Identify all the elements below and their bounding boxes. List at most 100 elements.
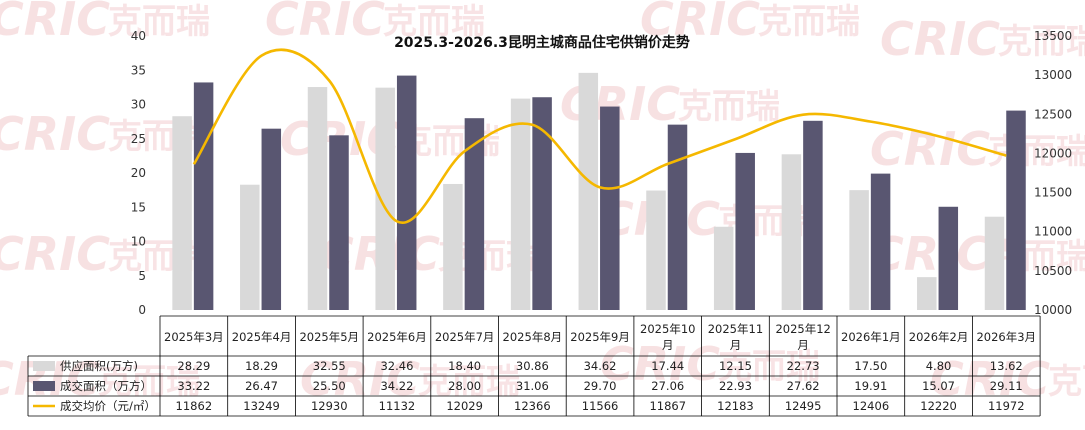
table-cell: 11862 [176,399,213,413]
bar [667,124,688,310]
watermark-logo: CRIC [640,0,760,46]
table-header-cell: 2025年4月 [232,330,292,344]
watermark-text: 克而瑞 [383,2,485,42]
bar [307,87,328,310]
bar [443,183,463,310]
table-cell: 11566 [582,399,619,413]
legend-label: 成交均价（元/㎡） [60,399,156,413]
bar [600,106,620,311]
table-cell: 12406 [853,399,890,413]
left-axis-tick-label: 30 [131,98,146,112]
table-cell: 17.50 [854,359,887,373]
table-cell: 29.70 [584,379,617,393]
table-cell: 12.15 [719,359,752,373]
legend-swatch [33,381,55,391]
left-axis-tick-label: 5 [138,269,146,283]
bar [713,226,734,310]
table-cell: 28.00 [448,379,481,393]
left-axis-tick-label: 20 [131,166,146,180]
table-cell: 17.44 [651,359,684,373]
table-header-cell: 2025年12 [775,322,830,336]
table-cell: 15.07 [922,379,955,393]
table-cell: 34.62 [584,359,617,373]
watermark-logo: CRIC [560,77,680,131]
bar [464,118,485,310]
bar [396,75,417,310]
watermark-text: 克而瑞 [678,87,780,127]
table-cell: 34.22 [380,379,413,393]
price-line [192,48,1007,225]
bar [532,97,552,310]
table-header-cell: 2025年7月 [435,330,495,344]
table-cell: 19.91 [854,379,887,393]
watermark-logo: CRIC [0,107,110,161]
table-cell: 12029 [446,399,483,413]
right-axis-tick-label: 10500 [1034,264,1072,278]
table-header-cell: 2026年3月 [976,330,1036,344]
table-cell: 25.50 [313,379,346,393]
table-header-cell: 月 [730,338,742,352]
table-header-cell: 2025年3月 [164,330,224,344]
data-table: 2025年3月 2025年4月 2025年5月 2025年6月 2025年7月 2025年… [27,315,1041,417]
table-cell: 33.22 [177,379,210,393]
watermark-logo: CRIC [265,0,385,46]
table-cell: 26.47 [245,379,278,393]
bar [1006,110,1026,310]
watermark-logo: CRIC [300,352,420,406]
table-header-cell: 月 [797,338,809,352]
watermark-text: 克而瑞 [758,2,860,42]
bar [578,72,599,310]
table-header-cell: 月 [662,338,674,352]
right-axis-tick-label: 11500 [1034,186,1072,200]
bar [375,87,395,310]
line-series [192,48,1007,225]
table-header-cell: 2025年6月 [367,330,427,344]
right-axis-tick-label: 11000 [1034,225,1072,239]
left-axis-tick-label: 40 [131,29,146,43]
bar-series [172,72,1026,311]
watermark-text: 克而瑞 [108,237,210,277]
watermark-text: 克而瑞 [108,2,210,42]
table-cell: 30.86 [516,359,549,373]
watermark-logo: CRIC [880,12,1000,66]
bar [193,82,214,311]
table-header-cell: 2025年11 [708,322,763,336]
table-header-cell: 2025年8月 [503,330,563,344]
watermark-logo: CRIC [600,337,720,391]
legend-label: 供应面积(万方) [60,359,138,373]
watermark-logo: CRIC [870,122,990,176]
bar [938,206,959,310]
table-cell: 29.11 [990,379,1023,393]
table-cell: 22.93 [719,379,752,393]
table-cell: 31.06 [516,379,549,393]
bar [329,135,349,310]
bar [803,120,823,310]
watermark-logo: CRIC [0,0,110,46]
left-axis-tick-label: 35 [131,63,146,77]
legend-label: 成交面积（万方） [60,379,152,393]
table-cell: 12183 [717,399,754,413]
chart-title: 2025.3-2026.3昆明主城商品住宅供销价走势 [394,34,690,51]
table-header-cell: 2026年2月 [909,330,969,344]
table-cell: 12930 [311,399,348,413]
table-cell: 18.40 [448,359,481,373]
bar [870,173,891,310]
right-axis-tick-label: 13500 [1034,29,1072,43]
left-axis-tick-label: 25 [131,132,146,146]
table-cell: 12366 [514,399,551,413]
table-cell: 4.80 [926,359,952,373]
bar [735,152,755,310]
legend-swatch [33,361,55,371]
bar [172,116,192,310]
table-cell: 27.06 [651,379,684,393]
right-axis-tick-label: 12000 [1034,146,1072,160]
right-axis-tick-label: 12500 [1034,107,1072,121]
left-axis: 0 5 10 15 20 25 30 35 40 [131,29,146,317]
table-cell: 32.55 [313,359,346,373]
table-cell: 12495 [785,399,822,413]
table-cell: 28.29 [177,359,210,373]
watermark-text: 克而瑞 [988,132,1085,172]
watermark-text: 克而瑞 [98,362,200,402]
watermark-text: 克而瑞 [108,117,210,157]
